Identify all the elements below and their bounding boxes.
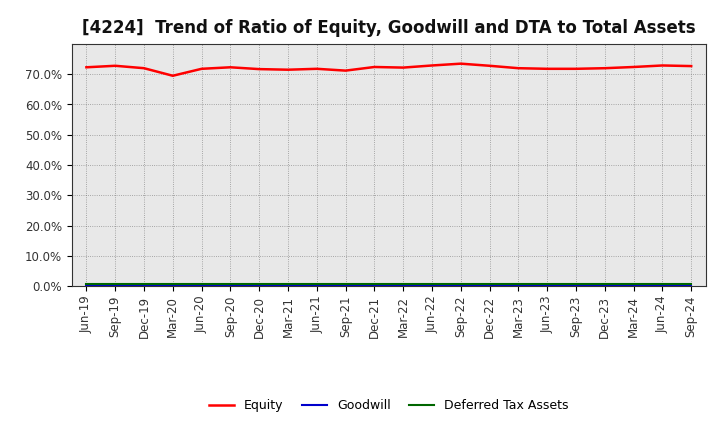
Equity [341, 68, 350, 73]
Deferred Tax Assets [543, 281, 552, 286]
Goodwill [629, 283, 638, 289]
Deferred Tax Assets [226, 281, 235, 286]
Deferred Tax Assets [140, 281, 148, 286]
Equity [168, 73, 177, 78]
Equity [428, 63, 436, 68]
Deferred Tax Assets [687, 281, 696, 286]
Equity [514, 66, 523, 71]
Deferred Tax Assets [572, 281, 580, 286]
Equity [543, 66, 552, 71]
Legend: Equity, Goodwill, Deferred Tax Assets: Equity, Goodwill, Deferred Tax Assets [204, 394, 574, 417]
Equity [485, 63, 494, 68]
Deferred Tax Assets [658, 281, 667, 286]
Goodwill [370, 283, 379, 289]
Goodwill [514, 283, 523, 289]
Deferred Tax Assets [168, 281, 177, 286]
Title: [4224]  Trend of Ratio of Equity, Goodwill and DTA to Total Assets: [4224] Trend of Ratio of Equity, Goodwil… [82, 19, 696, 37]
Equity [600, 66, 609, 71]
Deferred Tax Assets [629, 281, 638, 286]
Deferred Tax Assets [312, 281, 321, 286]
Equity [197, 66, 206, 71]
Equity [572, 66, 580, 71]
Goodwill [572, 283, 580, 289]
Equity [284, 67, 292, 72]
Goodwill [197, 283, 206, 289]
Deferred Tax Assets [255, 281, 264, 286]
Goodwill [341, 283, 350, 289]
Goodwill [226, 283, 235, 289]
Goodwill [140, 283, 148, 289]
Goodwill [284, 283, 292, 289]
Equity [255, 66, 264, 72]
Equity [82, 65, 91, 70]
Goodwill [658, 283, 667, 289]
Equity [111, 63, 120, 68]
Equity [399, 65, 408, 70]
Goodwill [399, 283, 408, 289]
Deferred Tax Assets [485, 281, 494, 286]
Equity [140, 66, 148, 71]
Goodwill [255, 283, 264, 289]
Line: Equity: Equity [86, 64, 691, 76]
Equity [658, 63, 667, 68]
Deferred Tax Assets [514, 281, 523, 286]
Deferred Tax Assets [111, 281, 120, 286]
Deferred Tax Assets [399, 281, 408, 286]
Equity [226, 65, 235, 70]
Goodwill [312, 283, 321, 289]
Goodwill [600, 283, 609, 289]
Goodwill [168, 283, 177, 289]
Deferred Tax Assets [370, 281, 379, 286]
Deferred Tax Assets [456, 281, 465, 286]
Goodwill [82, 283, 91, 289]
Goodwill [428, 283, 436, 289]
Deferred Tax Assets [197, 281, 206, 286]
Deferred Tax Assets [82, 281, 91, 286]
Equity [456, 61, 465, 66]
Deferred Tax Assets [284, 281, 292, 286]
Equity [629, 64, 638, 70]
Deferred Tax Assets [600, 281, 609, 286]
Goodwill [456, 283, 465, 289]
Equity [312, 66, 321, 71]
Deferred Tax Assets [341, 281, 350, 286]
Goodwill [543, 283, 552, 289]
Deferred Tax Assets [428, 281, 436, 286]
Equity [370, 64, 379, 70]
Goodwill [485, 283, 494, 289]
Goodwill [111, 283, 120, 289]
Equity [687, 63, 696, 69]
Goodwill [687, 283, 696, 289]
